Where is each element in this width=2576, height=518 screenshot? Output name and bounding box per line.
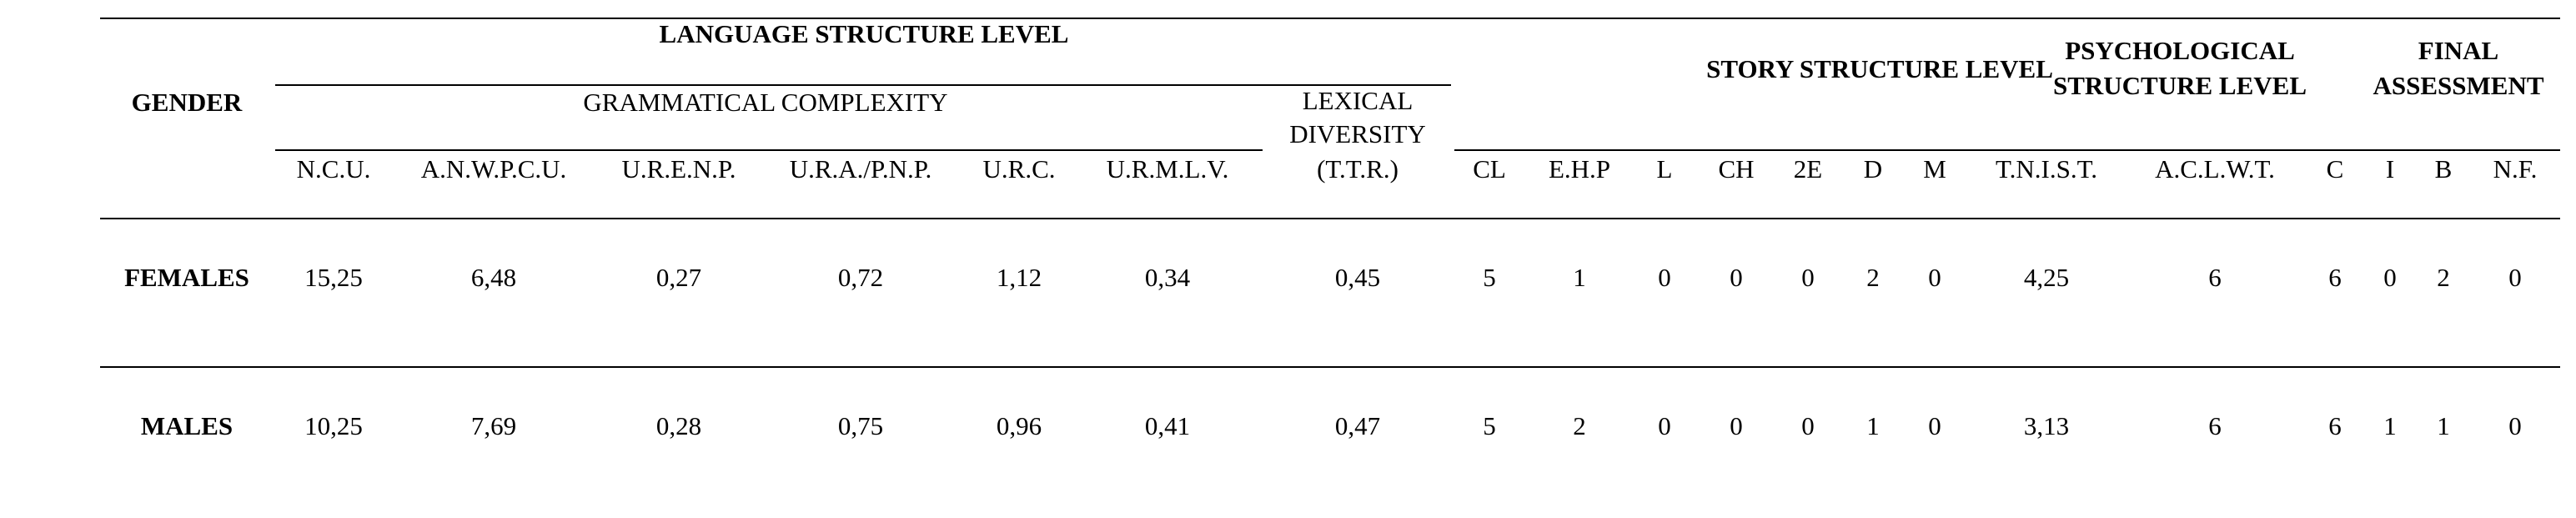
cell: 6,48 (471, 263, 516, 292)
column-header: T.N.I.S.T. (1996, 154, 2097, 184)
column-header: M (1923, 154, 1946, 184)
cell: 0,96 (997, 411, 1042, 440)
cell: 15,25 (304, 263, 363, 292)
cell: 1 (2437, 411, 2450, 440)
group-header: STRUCTURE LEVEL (2053, 71, 2307, 100)
cell: 4,25 (2024, 263, 2069, 292)
subgroup-header: DIVERSITY (1289, 119, 1426, 148)
column-header: U.R.E.N.P. (622, 154, 736, 184)
cell: 0 (1730, 411, 1743, 440)
cell: 0,72 (838, 263, 883, 292)
cell: 0 (1658, 411, 1671, 440)
cell: 5 (1483, 411, 1496, 440)
cell: 0 (1928, 411, 1941, 440)
cell: 6 (2208, 411, 2222, 440)
group-header: STORY STRUCTURE LEVEL (1706, 54, 2053, 83)
column-header: I (2386, 154, 2394, 184)
group-header: PSYCHOLOGICAL (2065, 36, 2295, 65)
cell: 0,34 (1145, 263, 1191, 292)
group-header: LANGUAGE STRUCTURE LEVEL (660, 19, 1069, 48)
cell: 5 (1483, 263, 1496, 292)
row-label: MALES (141, 411, 233, 440)
column-header: U.R.C. (983, 154, 1056, 184)
column-header: C (2327, 154, 2344, 184)
cell: 7,69 (471, 411, 516, 440)
cell: 0 (2508, 263, 2522, 292)
subgroup-header: LEXICAL (1303, 86, 1414, 115)
cell: 0,41 (1145, 411, 1190, 440)
cell: 0 (1801, 263, 1815, 292)
cell: 3,13 (2024, 411, 2069, 440)
column-header: A.N.W.P.C.U. (421, 154, 567, 184)
subgroup-header: GRAMMATICAL COMPLEXITY (583, 88, 947, 117)
row-label: FEMALES (124, 263, 249, 292)
cell: 0 (1801, 411, 1815, 440)
cell: 0 (2508, 411, 2522, 440)
column-header: B (2435, 154, 2453, 184)
column-header: N.C.U. (297, 154, 371, 184)
column-header: GENDER (132, 88, 243, 117)
cell: 1 (2383, 411, 2397, 440)
cell: 2 (1866, 263, 1880, 292)
group-header: ASSESSMENT (2373, 71, 2543, 100)
cell: 10,25 (304, 411, 363, 440)
subgroup-header: (T.T.R.) (1317, 154, 1398, 184)
column-header: L (1657, 154, 1673, 184)
column-header: CH (1718, 154, 1754, 184)
column-header: CL (1473, 154, 1506, 184)
column-header: N.F. (2493, 154, 2538, 184)
cell: 0,27 (656, 263, 701, 292)
cell: 6 (2208, 263, 2222, 292)
column-header: A.C.L.W.T. (2155, 154, 2275, 184)
cell: 0,75 (838, 411, 883, 440)
cell: 1 (1866, 411, 1880, 440)
cell: 6 (2328, 411, 2342, 440)
cell: 0 (2383, 263, 2397, 292)
cell: 2 (1573, 411, 1586, 440)
column-header: 2E (1794, 154, 1822, 184)
cell: 0,47 (1335, 411, 1380, 440)
column-header: U.R.M.L.V. (1107, 154, 1229, 184)
cell: 1 (1573, 263, 1586, 292)
column-header: D (1864, 154, 1882, 184)
cell: 0 (1658, 263, 1671, 292)
cell: 0,45 (1335, 263, 1380, 292)
column-header: U.R.A./P.N.P. (790, 154, 932, 184)
column-header: E.H.P (1549, 154, 1610, 184)
cell: 6 (2328, 263, 2342, 292)
cell: 0 (1928, 263, 1941, 292)
cell: 1,12 (997, 263, 1042, 292)
cell: 2 (2437, 263, 2450, 292)
cell: 0,28 (656, 411, 701, 440)
group-header: FINAL (2418, 36, 2498, 65)
cell: 0 (1730, 263, 1743, 292)
